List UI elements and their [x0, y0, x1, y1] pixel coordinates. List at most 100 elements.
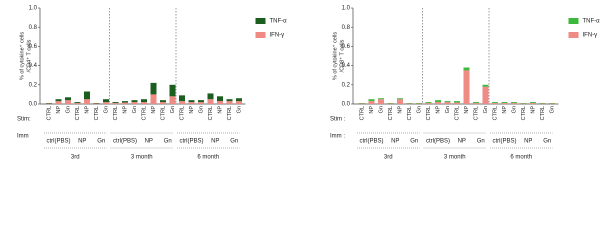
- y-tick-label: 0.0: [342, 102, 351, 108]
- bar-segment: [226, 99, 233, 102]
- y-tick-label: 0.8: [342, 25, 351, 31]
- bar-segment: [141, 102, 147, 104]
- stim-label: CTRL: [113, 106, 119, 120]
- stim-label: Gn: [445, 106, 451, 113]
- bar-segment: [198, 102, 204, 104]
- bar-segment: [217, 96, 223, 102]
- stim-label: Gn: [132, 106, 138, 113]
- y-tick-label: 0.2: [342, 82, 351, 88]
- stim-label: CTRL: [94, 106, 100, 120]
- bar-segment: [463, 70, 470, 104]
- bar-segment: [217, 101, 223, 104]
- legend-swatch: [568, 18, 579, 24]
- legend-label: IFN-γ: [270, 33, 285, 39]
- bar-segment: [435, 102, 441, 104]
- bar-segment: [179, 95, 185, 102]
- bar-segment: [84, 99, 90, 104]
- stim-row-label: Stim :: [330, 117, 346, 123]
- stim-label: CTRL: [75, 106, 81, 120]
- stim-label: NP: [122, 106, 128, 114]
- time-label: 3rd: [71, 155, 80, 161]
- bar-segment: [425, 102, 432, 104]
- stim-label: Gn: [511, 106, 517, 113]
- figure: % of cytokine⁺ cells/CD4⁺ T cells 0.0 0.2 0…: [17, 6, 601, 161]
- stim-row-label: Stim:: [17, 117, 31, 123]
- bar-segment: [122, 101, 128, 103]
- stim-label: NP: [56, 106, 62, 114]
- bar-segment: [160, 100, 166, 103]
- imm-label: NP: [524, 139, 532, 145]
- stim-label: CTRL: [388, 106, 394, 120]
- bar-segment: [397, 99, 403, 104]
- y-tick-label: 0.4: [342, 63, 351, 69]
- stim-label: NP: [151, 106, 157, 114]
- bar-segment: [74, 102, 81, 104]
- imm-label: ctrl(PBS): [493, 139, 517, 145]
- bar-segment: [492, 103, 498, 104]
- stim-label: NP: [84, 106, 90, 114]
- stim-label: Gn: [236, 106, 242, 113]
- stim-label: CTRL: [227, 106, 233, 120]
- bar-segment: [482, 86, 489, 104]
- bar-segment: [463, 67, 470, 71]
- stim-label: CTRL: [208, 106, 214, 120]
- time-label: 3 month: [444, 155, 466, 161]
- bar-segment: [188, 102, 195, 104]
- y-tick-label: 0.0: [29, 102, 38, 108]
- bar-segment: [530, 102, 536, 104]
- time-label: 6 month: [197, 155, 219, 161]
- bar-segment: [103, 102, 109, 104]
- imm-label: ctrl(PBS): [426, 139, 450, 145]
- imm-label: Gn: [97, 139, 105, 145]
- stim-label: NP: [397, 106, 403, 114]
- stim-label: Gn: [198, 106, 204, 113]
- stim-label: CTRL: [141, 106, 147, 120]
- y-tick-label: 0.2: [29, 82, 38, 88]
- legend-swatch: [568, 32, 579, 38]
- bar-segment: [131, 102, 138, 104]
- stim-label: CTRL: [407, 106, 413, 120]
- stim-label: CTRL: [540, 106, 546, 120]
- time-label: 6 month: [510, 155, 532, 161]
- imm-label: ctrl(PBS): [47, 139, 71, 145]
- stim-label: CTRL: [473, 106, 479, 120]
- legend-label: TNF-α: [583, 19, 601, 25]
- bar-segment: [65, 100, 71, 104]
- imm-label: Gn: [230, 139, 238, 145]
- bar-segment: [397, 98, 403, 100]
- stim-label: Gn: [549, 106, 555, 113]
- stim-label: CTRL: [492, 106, 498, 120]
- stim-label: NP: [464, 106, 470, 114]
- imm-label: NP: [78, 139, 86, 145]
- time-label: 3 month: [131, 155, 153, 161]
- bar-segment: [169, 84, 176, 97]
- time-label: 3rd: [384, 155, 393, 161]
- y-tick-label: 0.4: [29, 63, 38, 69]
- bar-segment: [103, 99, 109, 103]
- bar-segment: [198, 100, 204, 103]
- stim-label: Gn: [416, 106, 422, 113]
- y-tick-label: 0.6: [29, 44, 38, 50]
- stim-label: CTRL: [359, 106, 365, 120]
- bar-segment: [179, 101, 185, 104]
- bar-segment: [112, 102, 119, 104]
- imm-label: Gn: [164, 139, 172, 145]
- bar-segment: [378, 99, 384, 104]
- bar-segment: [511, 103, 517, 104]
- bar-segment: [74, 103, 81, 104]
- imm-label: NP: [458, 139, 466, 145]
- bar-segment: [55, 99, 62, 102]
- bar-segment: [454, 102, 460, 104]
- y-axis-label: % of cytokine⁺ cells: [331, 32, 338, 80]
- bar-segment: [511, 102, 517, 104]
- stim-label: Gn: [483, 106, 489, 113]
- bar-segment: [501, 103, 508, 104]
- y-tick-label: 1.0: [342, 6, 351, 12]
- bar-segment: [492, 102, 498, 104]
- bar-segment: [207, 99, 214, 104]
- bar-segment: [368, 99, 375, 102]
- legend-swatch: [255, 18, 266, 24]
- stim-label: CTRL: [426, 106, 432, 120]
- imm-label: Gn: [543, 139, 551, 145]
- stim-label: NP: [217, 106, 223, 114]
